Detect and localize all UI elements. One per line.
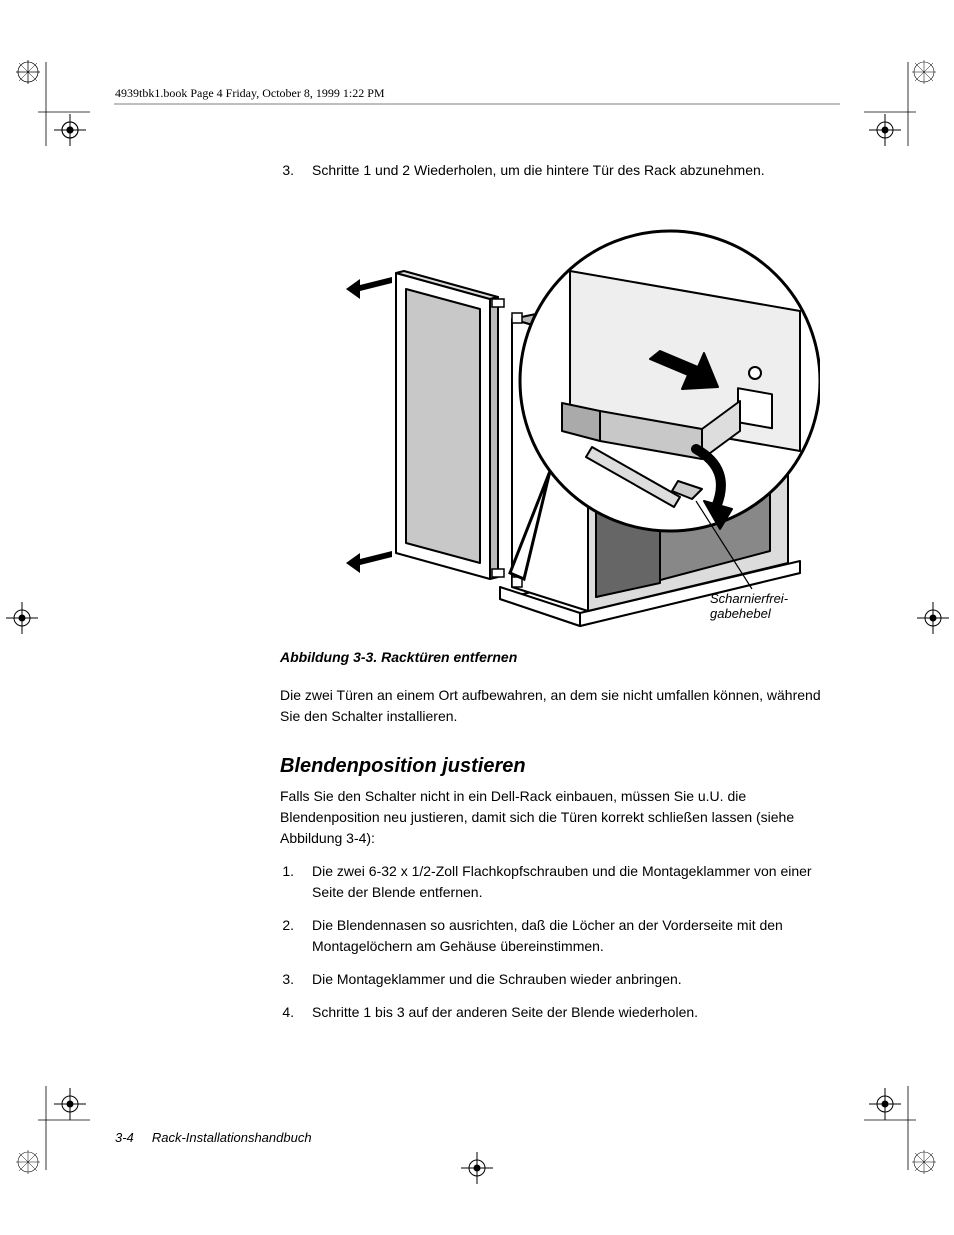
figure-caption: Abbildung 3-3. Racktüren entfernen [280,649,840,665]
page-footer: 3-4 Rack-Installationshandbuch [115,1130,312,1145]
callout-label-line1: Scharnierfrei- [710,591,789,606]
callout-label-line2: gabehebel [710,606,772,621]
running-head: 4939tbk1.book Page 4 Friday, October 8, … [115,86,385,101]
step-text: Die Blendennasen so ausrichten, daß die … [312,915,840,957]
step-number: 2. [280,915,294,957]
ol-step: 2. Die Blendennasen so ausrichten, daß d… [280,915,840,957]
ol-step: 1. Die zwei 6-32 x 1/2-Zoll Flachkopfsch… [280,861,840,903]
page-number: 3-4 [115,1130,134,1145]
figure-3-3: Scharnierfrei- gabehebel [280,201,840,631]
rack-door-diagram: Scharnierfrei- gabehebel [300,201,820,631]
step-3: 3. Schritte 1 und 2 Wiederholen, um die … [280,160,840,181]
ol-step: 4. Schritte 1 bis 3 auf der anderen Seit… [280,1002,840,1023]
ordered-steps: 1. Die zwei 6-32 x 1/2-Zoll Flachkopfsch… [280,861,840,1023]
step-number: 1. [280,861,294,903]
step-text: Die Montageklammer und die Schrauben wie… [312,969,682,990]
step-number: 3. [280,969,294,990]
step-text: Schritte 1 und 2 Wiederholen, um die hin… [312,160,765,181]
step-text: Schritte 1 bis 3 auf der anderen Seite d… [312,1002,698,1023]
doc-title: Rack-Installationshandbuch [152,1130,312,1145]
step-text: Die zwei 6-32 x 1/2-Zoll Flachkopfschrau… [312,861,840,903]
paragraph-after-figure: Die zwei Türen an einem Ort aufbewahren,… [280,685,840,727]
step-number: 3. [280,160,294,181]
section-heading: Blendenposition justieren [280,755,840,778]
step-number: 4. [280,1002,294,1023]
page-content: 3. Schritte 1 und 2 Wiederholen, um die … [280,160,840,1035]
ol-step: 3. Die Montageklammer und die Schrauben … [280,969,840,990]
section-intro: Falls Sie den Schalter nicht in ein Dell… [280,786,840,849]
